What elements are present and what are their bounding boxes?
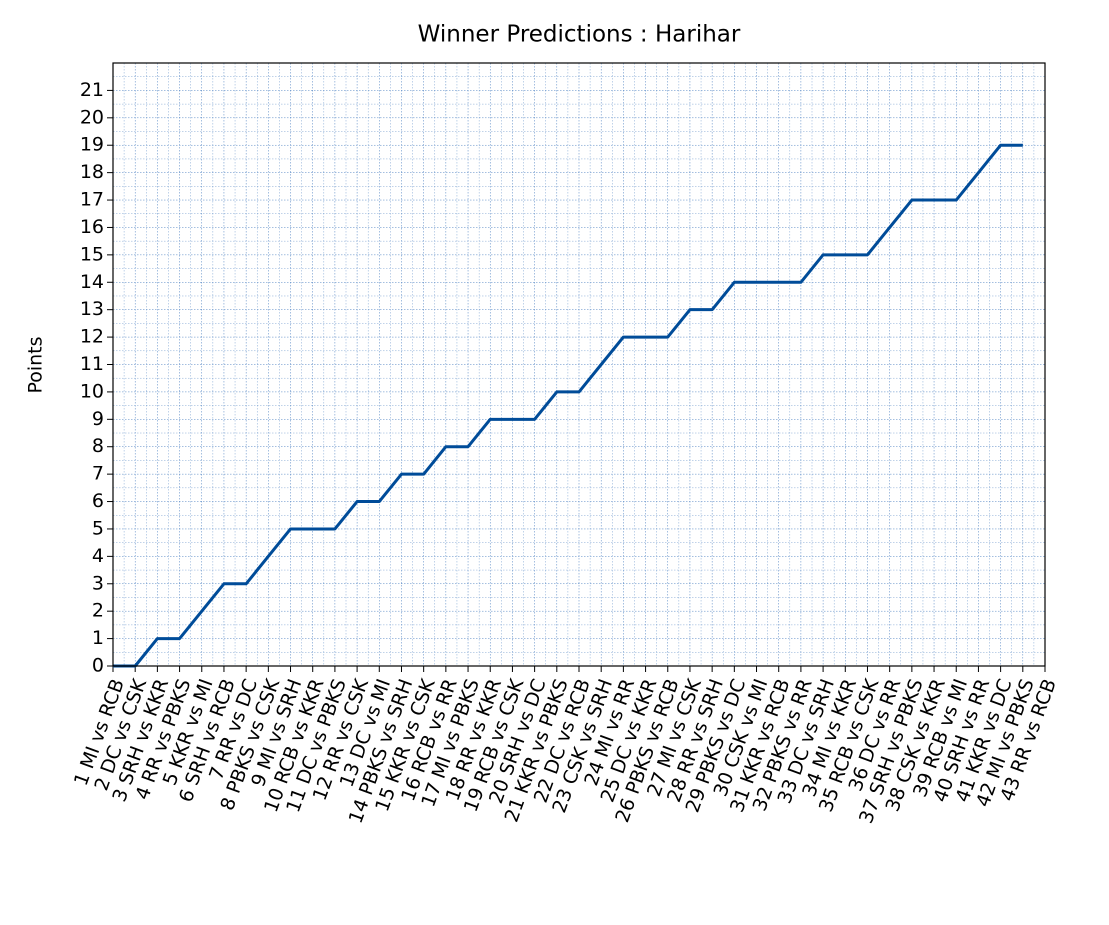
y-tick-label: 19 <box>80 134 104 156</box>
y-tick-label: 17 <box>80 189 104 211</box>
plot-frame <box>112 62 1046 667</box>
y-tick-label: 8 <box>92 435 104 457</box>
y-tick-label: 4 <box>92 545 104 567</box>
y-tick-label: 16 <box>80 216 104 238</box>
line <box>113 143 1023 668</box>
y-tick-label: 2 <box>92 600 104 622</box>
y-tick-label: 7 <box>92 463 104 485</box>
y-tick-label: 13 <box>80 298 104 320</box>
y-tick-label: 0 <box>92 655 104 677</box>
y-tick-label: 12 <box>80 326 104 348</box>
y-tick-label: 3 <box>92 572 104 594</box>
y-tick-label: 21 <box>80 79 104 101</box>
y-tick-label: 15 <box>80 243 104 265</box>
y-tick-label: 5 <box>92 517 104 539</box>
y-tick-label: 18 <box>80 161 104 183</box>
y-tick-label: 9 <box>92 408 104 430</box>
y-tick-label: 14 <box>80 271 104 293</box>
y-tick-label: 6 <box>92 490 104 512</box>
y-tick-label: 11 <box>80 353 104 375</box>
chart-title: Winner Predictions : Harihar <box>418 22 741 48</box>
y-tick-label: 10 <box>80 380 104 402</box>
y-axis-label: Points <box>25 336 47 393</box>
y-tick-label: 1 <box>92 627 104 649</box>
y-tick-label: 20 <box>80 106 104 128</box>
